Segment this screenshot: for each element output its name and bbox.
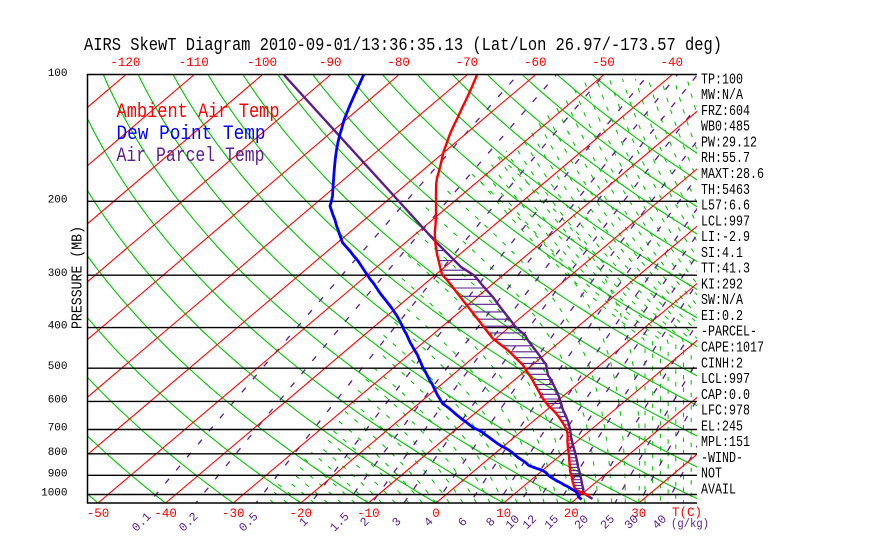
svg-text:-80: -80: [387, 56, 410, 70]
svg-text:LCL:997: LCL:997: [701, 214, 750, 230]
svg-text:T(C): T(C): [672, 506, 702, 520]
svg-text:-WIND-: -WIND-: [701, 451, 743, 467]
svg-text:Ambient Air Temp: Ambient Air Temp: [117, 101, 280, 124]
svg-text:200: 200: [48, 194, 68, 206]
svg-text:-30: -30: [222, 507, 245, 521]
svg-text:KI:292: KI:292: [701, 277, 743, 293]
svg-text:-PARCEL-: -PARCEL-: [701, 325, 757, 341]
svg-text:TP:100: TP:100: [701, 72, 743, 88]
svg-text:(g/kg): (g/kg): [671, 517, 709, 531]
svg-text:TT:41.3: TT:41.3: [701, 262, 750, 278]
svg-text:1000: 1000: [41, 488, 67, 500]
svg-text:AIRS SkewT Diagram 2010-09-01/: AIRS SkewT Diagram 2010-09-01/13:36:35.1…: [84, 36, 722, 56]
svg-text:30: 30: [631, 507, 646, 521]
svg-text:AVAIL: AVAIL: [701, 482, 736, 498]
svg-text:-100: -100: [247, 56, 277, 70]
svg-text:CAP:0.0: CAP:0.0: [701, 388, 750, 404]
svg-text:FRZ:604: FRZ:604: [701, 104, 750, 120]
svg-text:SW:N/A: SW:N/A: [701, 293, 743, 309]
svg-text:MAXT:28.6: MAXT:28.6: [701, 167, 764, 183]
svg-text:-110: -110: [179, 56, 209, 70]
svg-text:LI:-2.9: LI:-2.9: [701, 230, 750, 246]
svg-text:TH:5463: TH:5463: [701, 183, 750, 199]
svg-text:800: 800: [48, 447, 68, 459]
svg-text:LCL:997: LCL:997: [701, 372, 750, 388]
svg-text:EI:0.2: EI:0.2: [701, 309, 743, 325]
svg-text:Air Parcel Temp: Air Parcel Temp: [117, 145, 265, 168]
svg-text:-20: -20: [290, 507, 313, 521]
svg-text:PW:29.12: PW:29.12: [701, 136, 757, 152]
svg-text:300: 300: [48, 268, 68, 280]
svg-text:-10: -10: [357, 507, 380, 521]
svg-text:-90: -90: [319, 56, 342, 70]
svg-text:EL:245: EL:245: [701, 419, 743, 435]
svg-text:RH:55.7: RH:55.7: [701, 151, 750, 167]
svg-text:-120: -120: [110, 56, 140, 70]
svg-text:0: 0: [432, 507, 440, 521]
svg-text:-40: -40: [661, 56, 684, 70]
svg-text:500: 500: [48, 361, 68, 373]
svg-text:MPL:151: MPL:151: [701, 435, 750, 451]
svg-text:CINH:2: CINH:2: [701, 356, 743, 372]
svg-text:20: 20: [564, 507, 579, 521]
svg-text:WB0:485: WB0:485: [701, 120, 750, 136]
svg-text:700: 700: [48, 423, 68, 435]
svg-text:900: 900: [48, 468, 68, 480]
svg-text:-50: -50: [87, 507, 110, 521]
svg-text:400: 400: [48, 321, 68, 333]
svg-text:LFC:978: LFC:978: [701, 404, 750, 420]
svg-text:PRESSURE (MB): PRESSURE (MB): [70, 226, 87, 329]
svg-text:10: 10: [496, 507, 511, 521]
svg-text:100: 100: [48, 68, 68, 80]
svg-text:Dew Point Temp: Dew Point Temp: [117, 123, 266, 146]
svg-text:-50: -50: [592, 56, 615, 70]
svg-text:SI:4.1: SI:4.1: [701, 246, 743, 262]
svg-text:-60: -60: [524, 56, 547, 70]
svg-text:-70: -70: [456, 56, 479, 70]
svg-text:MW:N/A: MW:N/A: [701, 88, 743, 104]
svg-text:L57:6.6: L57:6.6: [701, 199, 750, 215]
svg-text:600: 600: [48, 394, 68, 406]
svg-text:-40: -40: [154, 507, 177, 521]
svg-text:CAPE:1017: CAPE:1017: [701, 341, 764, 357]
svg-text:NOT: NOT: [701, 467, 722, 483]
